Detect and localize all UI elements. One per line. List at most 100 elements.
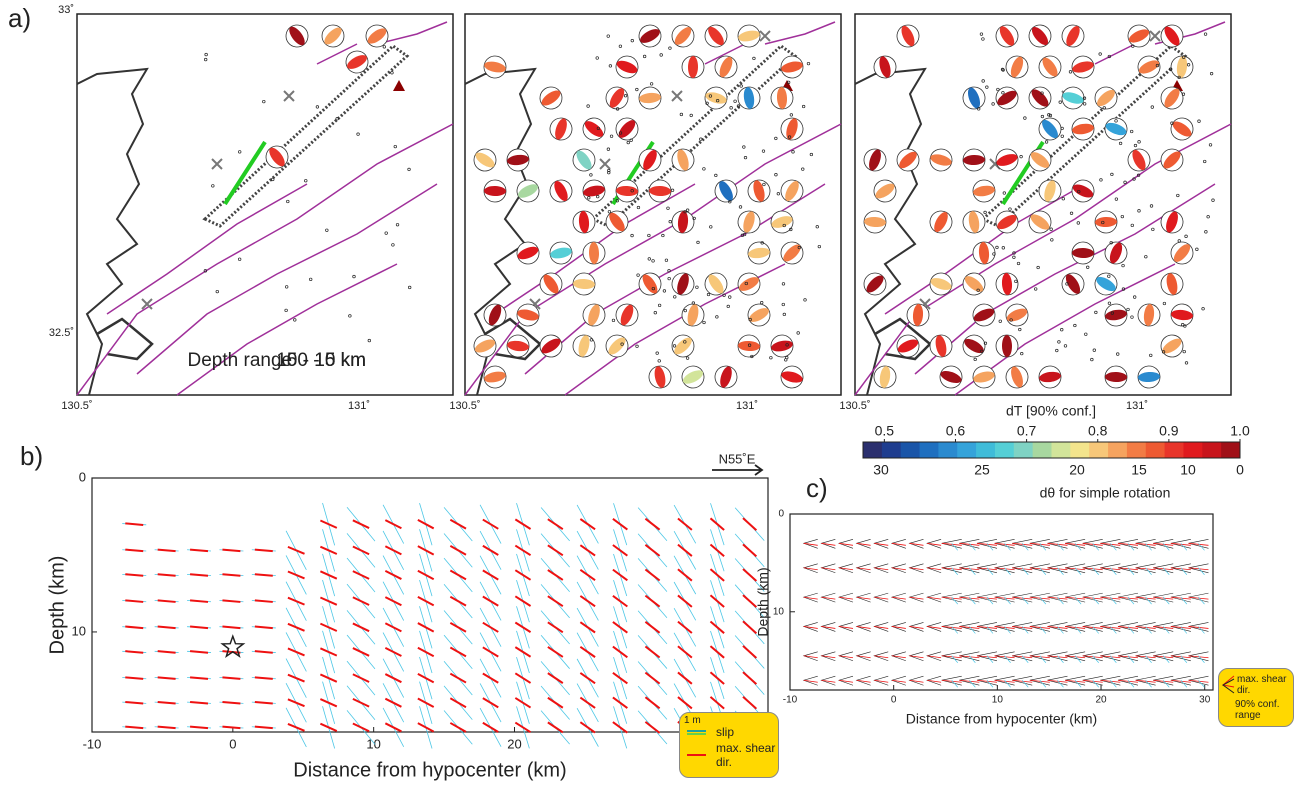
lon-label: 131˚ [736,400,758,412]
ball-fill [1164,88,1180,108]
focal-mechanism [896,148,920,172]
seismicity [1073,323,1077,328]
ball-fill [517,246,539,260]
shear-dir [352,519,370,529]
ball-fill [963,154,985,166]
slip-c [1021,567,1029,576]
shear-dir-c [1047,596,1068,600]
shear-dir [319,647,338,657]
focal-mechanism [506,334,530,358]
seismicity [607,171,611,175]
seismicity [1107,301,1112,305]
focal-mechanism [863,148,887,172]
shear-dir-c [891,626,906,629]
shear-dir [644,621,661,634]
ball-fill [869,149,881,171]
seismicity [1012,255,1016,259]
ball-fill [576,150,592,170]
x-tick-label: 10 [992,695,1004,706]
seismicity [980,349,984,353]
ball-fill [1143,304,1155,326]
shear-dir [709,645,725,659]
shear-dir [222,725,241,730]
shear-dir [547,569,564,581]
focal-mechanism [873,179,897,203]
shear-dir-c [1100,679,1121,683]
ball-fill [573,278,595,290]
seismicity [744,281,748,286]
ball-fill [1001,335,1013,357]
shear-dir-c [994,626,1015,629]
ball-fill [578,211,590,233]
x-tick-label: 0 [229,736,236,751]
legend-scale: 1 m [684,715,701,726]
shear-dir-c [1188,626,1209,629]
ball-fill [999,26,1015,46]
seismicity [657,303,662,308]
shear-dir-c [1188,655,1209,659]
legend-item: max. shear dir. [1221,673,1287,697]
focal-mechanism [549,179,573,203]
shear-dir [352,697,370,708]
shear-dir [644,721,661,734]
slip-c [951,655,959,664]
focal-mechanism [648,179,672,203]
focal-mechanism [506,148,530,172]
shear-dir [352,570,370,580]
shear-dir [254,725,273,730]
seismicity [1061,197,1065,201]
seismicity [284,308,288,313]
focal-mechanism [873,55,897,79]
shear-dir [254,573,273,577]
shear-dir [384,697,402,708]
shear-dir-c [856,596,871,600]
ball-fill [1042,57,1058,77]
seismicity [803,298,807,302]
ball-fill [738,340,760,352]
shear-dir-c [1029,655,1050,659]
focal-mechanism [737,272,761,296]
seismicity [797,245,801,250]
slip-c [969,543,976,551]
slip-c [1110,626,1117,634]
lon-label: 131˚ [1126,400,1148,412]
shear-dir [222,548,241,553]
shear-dir-c [1065,542,1086,546]
legend-item: 90% conf. range [1235,699,1287,721]
focal-mechanism [605,86,629,110]
shear-dir-c [856,626,871,629]
shear-dir [417,646,435,658]
slip-c [1004,655,1011,664]
focal-mechanism [1160,148,1184,172]
slip-c [1110,543,1117,551]
ball-fill [743,87,755,109]
shear-dir [417,622,435,633]
ball-fill [1097,89,1115,107]
shear-dir-c [1065,596,1086,600]
focal-mechanism [737,24,761,48]
rupture-outline [590,44,798,228]
seismicity [1077,189,1081,194]
shear-dir-c [891,679,906,683]
y-tick-label: 10 [773,606,785,617]
seismicity [714,173,718,178]
ball-fill [484,61,506,73]
focal-mechanism [1104,365,1128,389]
seismicity [1130,223,1134,228]
shear-dir-c [959,679,980,683]
slip-c [1127,543,1135,551]
y-axis-label: Depth (km) [46,556,68,655]
shear-dir-c [994,679,1015,683]
slip-c [1110,567,1117,576]
shear-dir [644,671,661,685]
focal-mechanism [539,272,563,296]
slip-c [1074,567,1082,576]
slip-c [1198,543,1205,551]
shear-dir [189,700,209,705]
shear-dir-c [1117,655,1139,659]
legend-swatch [1221,675,1235,694]
shear-dir [709,517,725,531]
focal-mechanism [1071,55,1095,79]
ball-fill [608,337,626,355]
focal-mechanism [582,117,606,141]
